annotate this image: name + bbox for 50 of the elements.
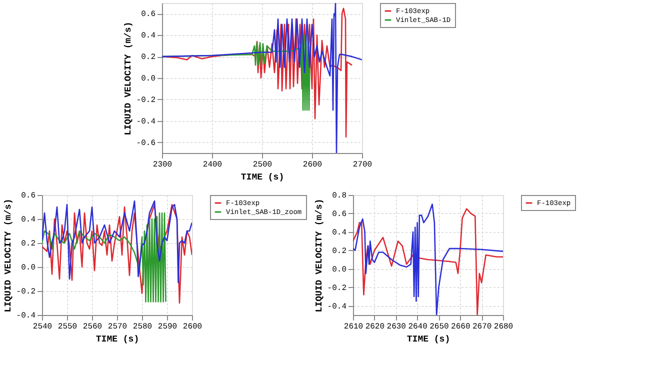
x-tick-label: 2680 [494,322,514,332]
x-tick-label: 2670 [472,322,492,332]
y-tick-label: -0.4 [327,302,347,312]
x-tick-label: 2640 [408,322,428,332]
y-tick-label: 0.6 [141,10,156,20]
line-series [42,212,166,302]
y-axis-title: LIQUID VELOCITY (m/s) [123,22,134,136]
y-tick-label: -0.2 [136,96,156,105]
x-tick-label: 2600 [302,160,322,170]
y-tick-label: 0.4 [21,216,36,224]
y-axis-title: LIQUID VELOCITY (m/s) [314,198,324,312]
y-tick-label: 0.6 [21,192,36,200]
x-tick-label: 2550 [58,322,78,332]
x-tick-label: 2600 [182,322,202,332]
y-tick-label: -0.4 [16,312,36,320]
y-tick-label: -0.2 [327,284,347,293]
x-axis-title: TIME (s) [96,334,140,344]
y-tick-label: 0.6 [332,210,347,219]
y-tick-label: 0.4 [141,32,156,41]
y-tick-label: -0.6 [136,138,156,148]
y-tick-label: 0.2 [332,246,347,256]
y-tick-label: 0.8 [332,192,347,200]
x-tick-label: 2560 [82,322,102,332]
x-tick-label: 2610 [344,322,364,332]
y-axis-title: LIQUID VELOCITY (m/s) [3,198,14,312]
x-tick-label: 2700 [352,160,372,170]
x-tick-label: 2400 [202,160,222,170]
x-tick-label: 2620 [365,322,385,332]
line-series [42,200,192,284]
x-axis-title: TIME (s) [240,172,284,182]
y-tick-label: 0.2 [141,53,156,62]
x-tick-label: 2580 [132,322,152,332]
x-axis-title: TIME (s) [406,334,450,344]
line-series [42,204,192,304]
x-tick-label: 2590 [158,322,178,332]
x-tick-label: 2650 [430,322,450,332]
y-tick-label: 0.0 [21,264,36,272]
y-tick-label: 0.4 [332,228,347,238]
x-tick-label: 2570 [108,322,128,332]
y-tick-label: -0.2 [16,288,36,296]
y-tick-label: -0.4 [136,117,156,126]
y-tick-label: 0.0 [141,74,156,84]
y-tick-label: 0.0 [332,265,347,274]
x-tick-label: 2660 [451,322,470,332]
x-tick-label: 2540 [32,322,52,332]
x-tick-label: 2630 [386,322,406,332]
y-tick-label: 0.2 [21,240,36,248]
line-series [162,8,353,138]
x-tick-label: 2300 [152,160,172,170]
x-tick-label: 2500 [252,160,272,170]
